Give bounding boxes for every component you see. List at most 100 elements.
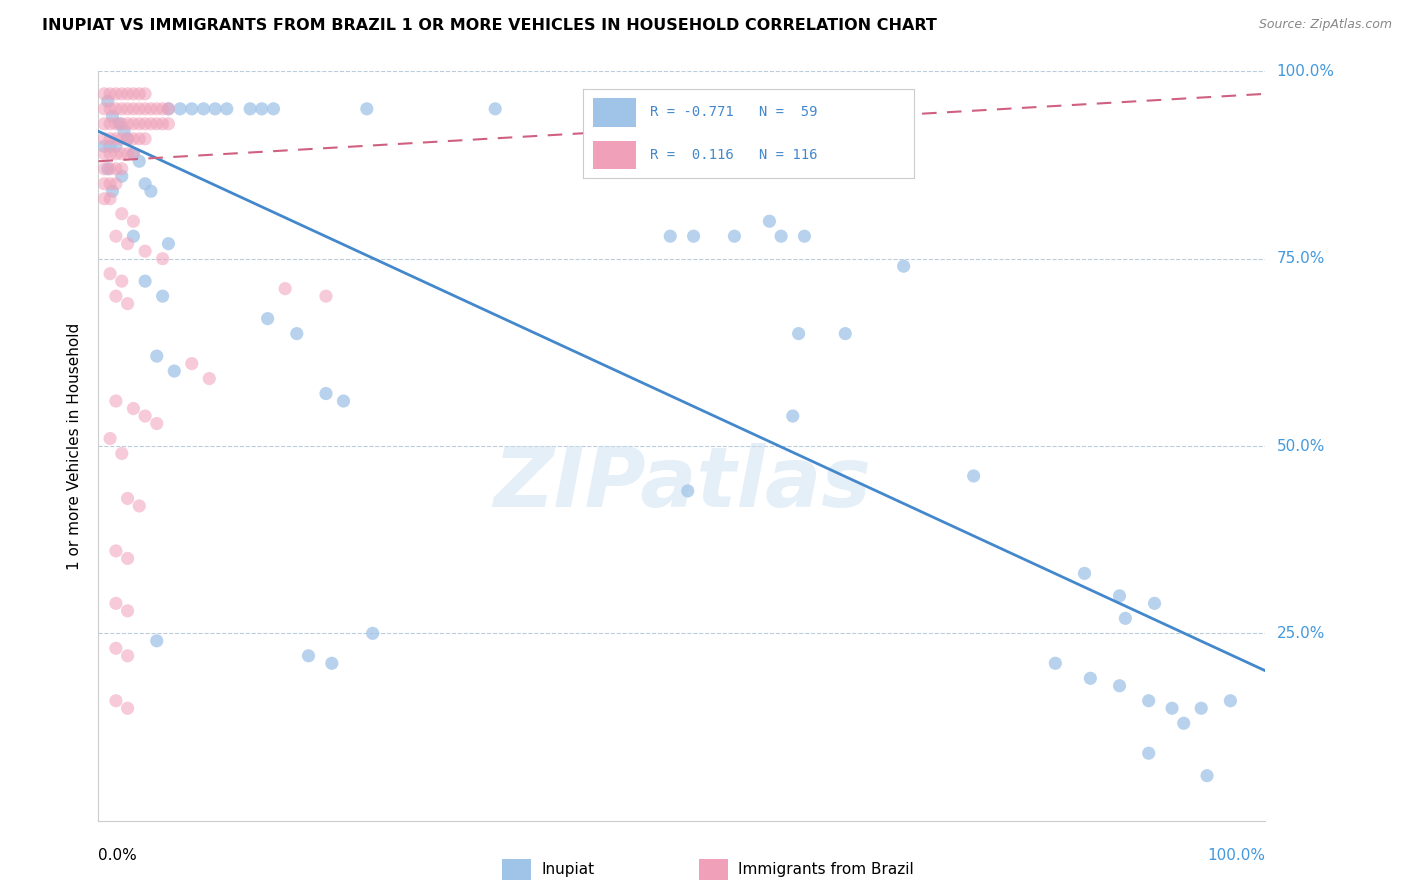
Point <box>787 326 810 341</box>
Point <box>332 394 354 409</box>
Point <box>111 169 134 184</box>
Point <box>893 259 915 273</box>
Point <box>139 184 162 198</box>
Point <box>98 432 121 446</box>
Point <box>146 102 169 116</box>
Point <box>122 87 145 101</box>
Point <box>98 87 121 101</box>
Point <box>117 132 139 146</box>
Point <box>758 214 780 228</box>
Point <box>782 409 804 423</box>
Point <box>111 117 134 131</box>
Text: INUPIAT VS IMMIGRANTS FROM BRAZIL 1 OR MORE VEHICLES IN HOUSEHOLD CORRELATION CH: INUPIAT VS IMMIGRANTS FROM BRAZIL 1 OR M… <box>42 18 936 33</box>
Point <box>93 117 115 131</box>
Point <box>104 544 127 558</box>
Point <box>139 102 162 116</box>
Point <box>152 289 174 303</box>
Point <box>101 184 124 198</box>
Point <box>93 177 115 191</box>
Point <box>128 87 150 101</box>
Point <box>104 139 127 153</box>
Point <box>104 177 127 191</box>
Point <box>128 154 150 169</box>
Point <box>770 229 793 244</box>
Point <box>152 252 174 266</box>
Point <box>315 386 337 401</box>
Point <box>128 499 150 513</box>
Text: R = -0.771   N =  59: R = -0.771 N = 59 <box>650 105 817 120</box>
Text: Inupiat: Inupiat <box>541 863 595 877</box>
Point <box>104 87 127 101</box>
Bar <box>699 859 728 880</box>
Point <box>104 394 127 409</box>
Point <box>98 177 121 191</box>
Text: 100.0%: 100.0% <box>1208 848 1265 863</box>
Point <box>104 117 127 131</box>
Point <box>157 102 180 116</box>
Point <box>93 132 115 146</box>
Point <box>262 102 284 116</box>
Point <box>104 102 127 116</box>
Text: Source: ZipAtlas.com: Source: ZipAtlas.com <box>1258 18 1392 31</box>
Point <box>104 596 127 610</box>
Point <box>1137 746 1160 760</box>
Point <box>111 207 134 221</box>
Point <box>1045 657 1067 671</box>
Point <box>98 117 121 131</box>
Point <box>834 326 856 341</box>
Point <box>315 289 337 303</box>
Point <box>1114 611 1136 625</box>
Point <box>157 102 180 116</box>
Point <box>117 491 139 506</box>
Point <box>1108 589 1130 603</box>
Y-axis label: 1 or more Vehicles in Household: 1 or more Vehicles in Household <box>67 322 83 570</box>
Point <box>117 117 139 131</box>
Point <box>117 551 139 566</box>
Point <box>134 117 156 131</box>
Point <box>108 117 131 131</box>
Point <box>250 102 273 116</box>
Point <box>1073 566 1095 581</box>
Point <box>128 102 150 116</box>
Point <box>122 102 145 116</box>
Point <box>111 87 134 101</box>
Point <box>111 274 134 288</box>
Point <box>104 289 127 303</box>
Bar <box>593 141 637 169</box>
Point <box>146 349 169 363</box>
Point <box>93 102 115 116</box>
Point <box>117 87 139 101</box>
Point <box>104 694 127 708</box>
Point <box>128 132 150 146</box>
Point <box>97 95 120 109</box>
Text: R =  0.116   N = 116: R = 0.116 N = 116 <box>650 148 817 162</box>
Point <box>134 102 156 116</box>
Point <box>117 132 139 146</box>
Point <box>1173 716 1195 731</box>
Point <box>122 117 145 131</box>
Point <box>122 146 145 161</box>
Point <box>152 102 174 116</box>
Text: 25.0%: 25.0% <box>1277 626 1324 640</box>
Point <box>723 229 745 244</box>
Point <box>682 229 704 244</box>
Point <box>117 296 139 310</box>
Point <box>93 87 115 101</box>
Point <box>104 229 127 244</box>
Text: 50.0%: 50.0% <box>1277 439 1324 453</box>
Point <box>484 102 506 116</box>
Point <box>117 102 139 116</box>
Point <box>180 102 202 116</box>
Point <box>111 146 134 161</box>
Point <box>215 102 238 116</box>
Point <box>117 701 139 715</box>
Point <box>122 132 145 146</box>
Bar <box>502 859 531 880</box>
Point <box>134 274 156 288</box>
Point <box>139 117 162 131</box>
Point <box>198 371 221 385</box>
Point <box>98 132 121 146</box>
Point <box>361 626 384 640</box>
Point <box>146 417 169 431</box>
Point <box>962 469 984 483</box>
